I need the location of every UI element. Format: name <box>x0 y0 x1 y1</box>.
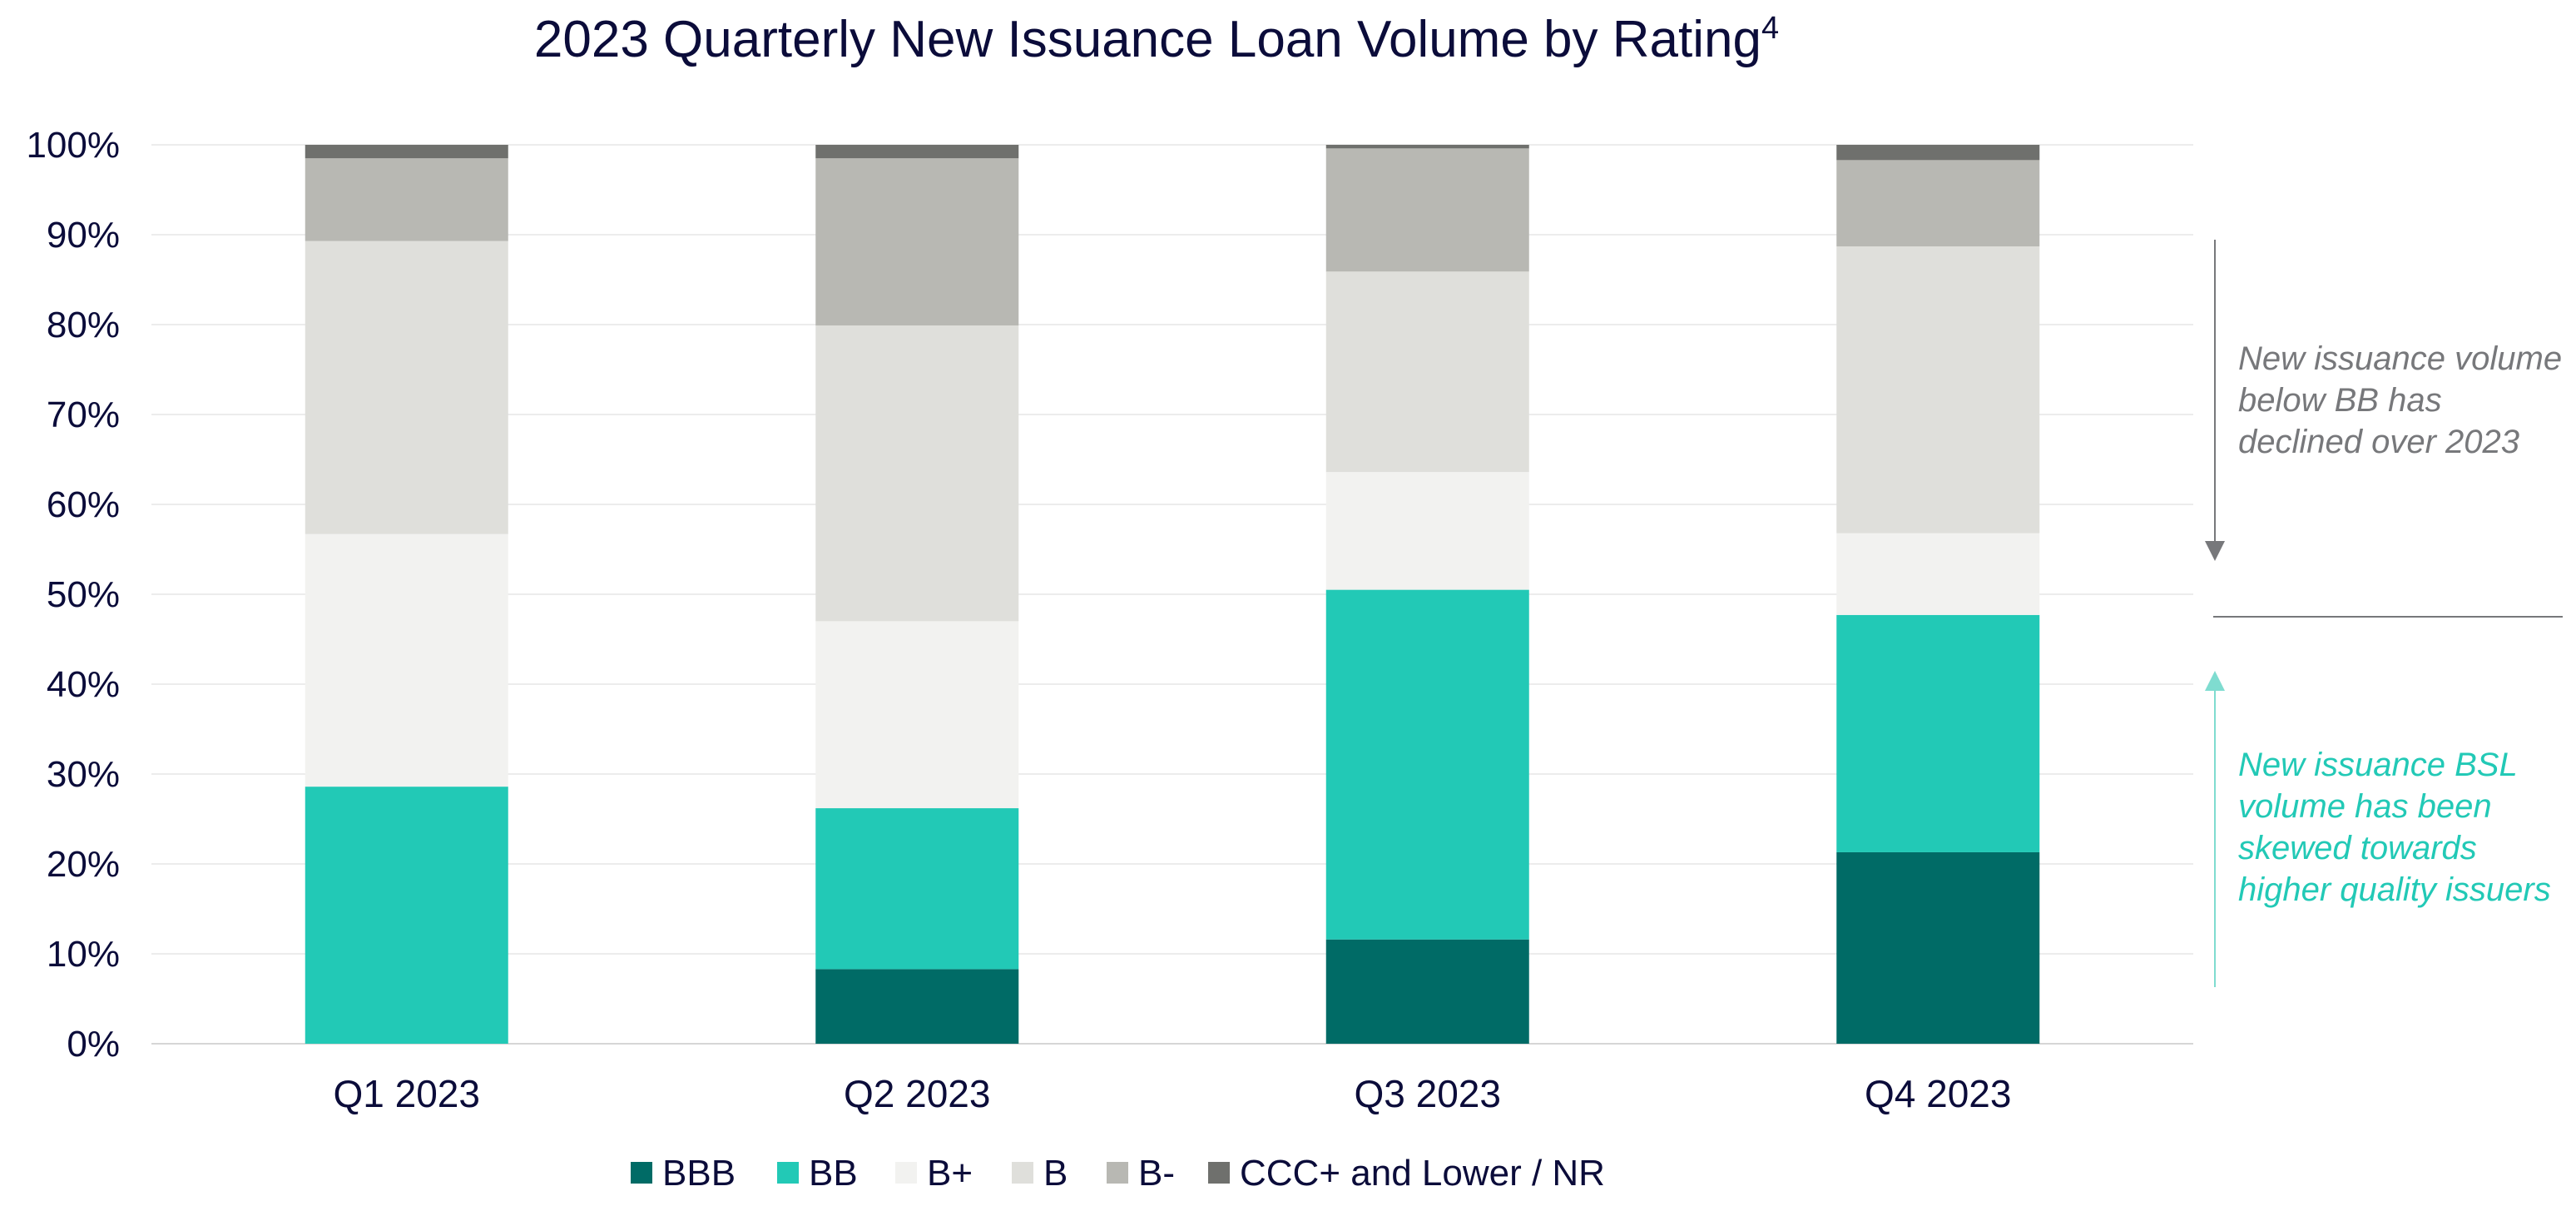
y-tick-label: 100% <box>26 125 120 166</box>
bar-segment <box>815 621 1019 809</box>
annotation-below-bb: New issuance volume below BB has decline… <box>2238 338 2571 463</box>
legend-swatch <box>777 1162 799 1184</box>
bars <box>305 145 2040 1044</box>
bar-segment <box>1325 271 1529 473</box>
bar-segment <box>815 145 1019 159</box>
legend-label: B- <box>1138 1153 1175 1194</box>
bar-segment <box>1325 939 1529 1044</box>
chart-title-text: 2023 Quarterly New Issuance Loan Volume … <box>534 11 1761 68</box>
annotation-higher-quality: New issuance BSL volume has been skewed … <box>2238 744 2571 911</box>
y-tick-label: 50% <box>47 574 120 615</box>
legend-swatch <box>1107 1162 1128 1184</box>
chart-title-superscript: 4 <box>1761 11 1779 46</box>
x-tick-label: Q2 2023 <box>844 1072 990 1115</box>
x-tick-label: Q3 2023 <box>1355 1072 1501 1115</box>
x-axis: Q1 2023 Q2 2023 Q3 2023 Q4 2023 <box>334 1072 2012 1115</box>
annotation-below-bb-line-1: New issuance volume <box>2238 340 2563 377</box>
legend-swatch <box>1208 1162 1230 1184</box>
bar-segment <box>305 787 508 1044</box>
legend-label: BBB <box>662 1153 736 1194</box>
annotation-below-bb-line-3: declined over 2023 <box>2238 424 2520 460</box>
y-tick-label: 30% <box>47 754 120 795</box>
bar-segment <box>1325 145 1529 149</box>
bar-segment <box>1836 145 2040 161</box>
y-tick-label: 0% <box>67 1024 120 1065</box>
annotation-below-bb-line-2: below BB has <box>2238 382 2442 419</box>
bar-segment <box>1325 148 1529 272</box>
bar-segment <box>1836 160 2040 247</box>
y-tick-label: 60% <box>47 484 120 525</box>
bar-segment <box>1836 533 2040 615</box>
bar-segment <box>1836 614 2040 852</box>
legend-swatch <box>1012 1162 1033 1184</box>
legend-swatch <box>895 1162 917 1184</box>
y-tick-label: 90% <box>47 215 120 256</box>
x-tick-label: Q4 2023 <box>1865 1072 2011 1115</box>
x-tick-label: Q1 2023 <box>334 1072 480 1115</box>
annotation-graphics <box>2205 240 2563 987</box>
bar-segment <box>305 534 508 787</box>
annotation-higher-quality-line-3: skewed towards <box>2238 830 2477 866</box>
bar-segment <box>1325 472 1529 590</box>
y-axis: 0% 10% 20% 30% 40% 50% 60% 70% 80% 90% 100% <box>26 125 120 1065</box>
legend-label: B <box>1043 1153 1068 1194</box>
y-tick-label: 80% <box>47 305 120 345</box>
bar-segment <box>815 969 1019 1044</box>
bar-segment <box>305 158 508 241</box>
bar-segment <box>1836 851 2040 1044</box>
bar-segment <box>305 241 508 534</box>
up-arrow-icon <box>2205 671 2225 691</box>
legend-label: B+ <box>927 1153 973 1194</box>
annotation-higher-quality-line-1: New issuance BSL <box>2238 747 2518 783</box>
y-tick-label: 10% <box>47 934 120 975</box>
legend-swatch <box>631 1162 652 1184</box>
bar-segment <box>815 808 1019 970</box>
bar-segment <box>1836 246 2040 534</box>
legend: BBB BB B+ B B- CCC+ and Lower / NR <box>631 1153 1605 1194</box>
annotation-higher-quality-line-2: volume has been <box>2238 788 2492 825</box>
bar-segment <box>305 145 508 159</box>
legend-label: CCC+ and Lower / NR <box>1240 1153 1605 1194</box>
bar-segment <box>815 158 1019 326</box>
chart-title: 2023 Quarterly New Issuance Loan Volume … <box>534 11 1779 68</box>
y-tick-label: 40% <box>47 664 120 705</box>
annotation-higher-quality-line-4: higher quality issuers <box>2238 871 2551 908</box>
bar-segment <box>1325 589 1529 940</box>
y-tick-label: 20% <box>47 844 120 885</box>
legend-label: BB <box>809 1153 858 1194</box>
y-tick-label: 70% <box>47 395 120 435</box>
down-arrow-icon <box>2205 541 2225 561</box>
bar-segment <box>815 325 1019 622</box>
